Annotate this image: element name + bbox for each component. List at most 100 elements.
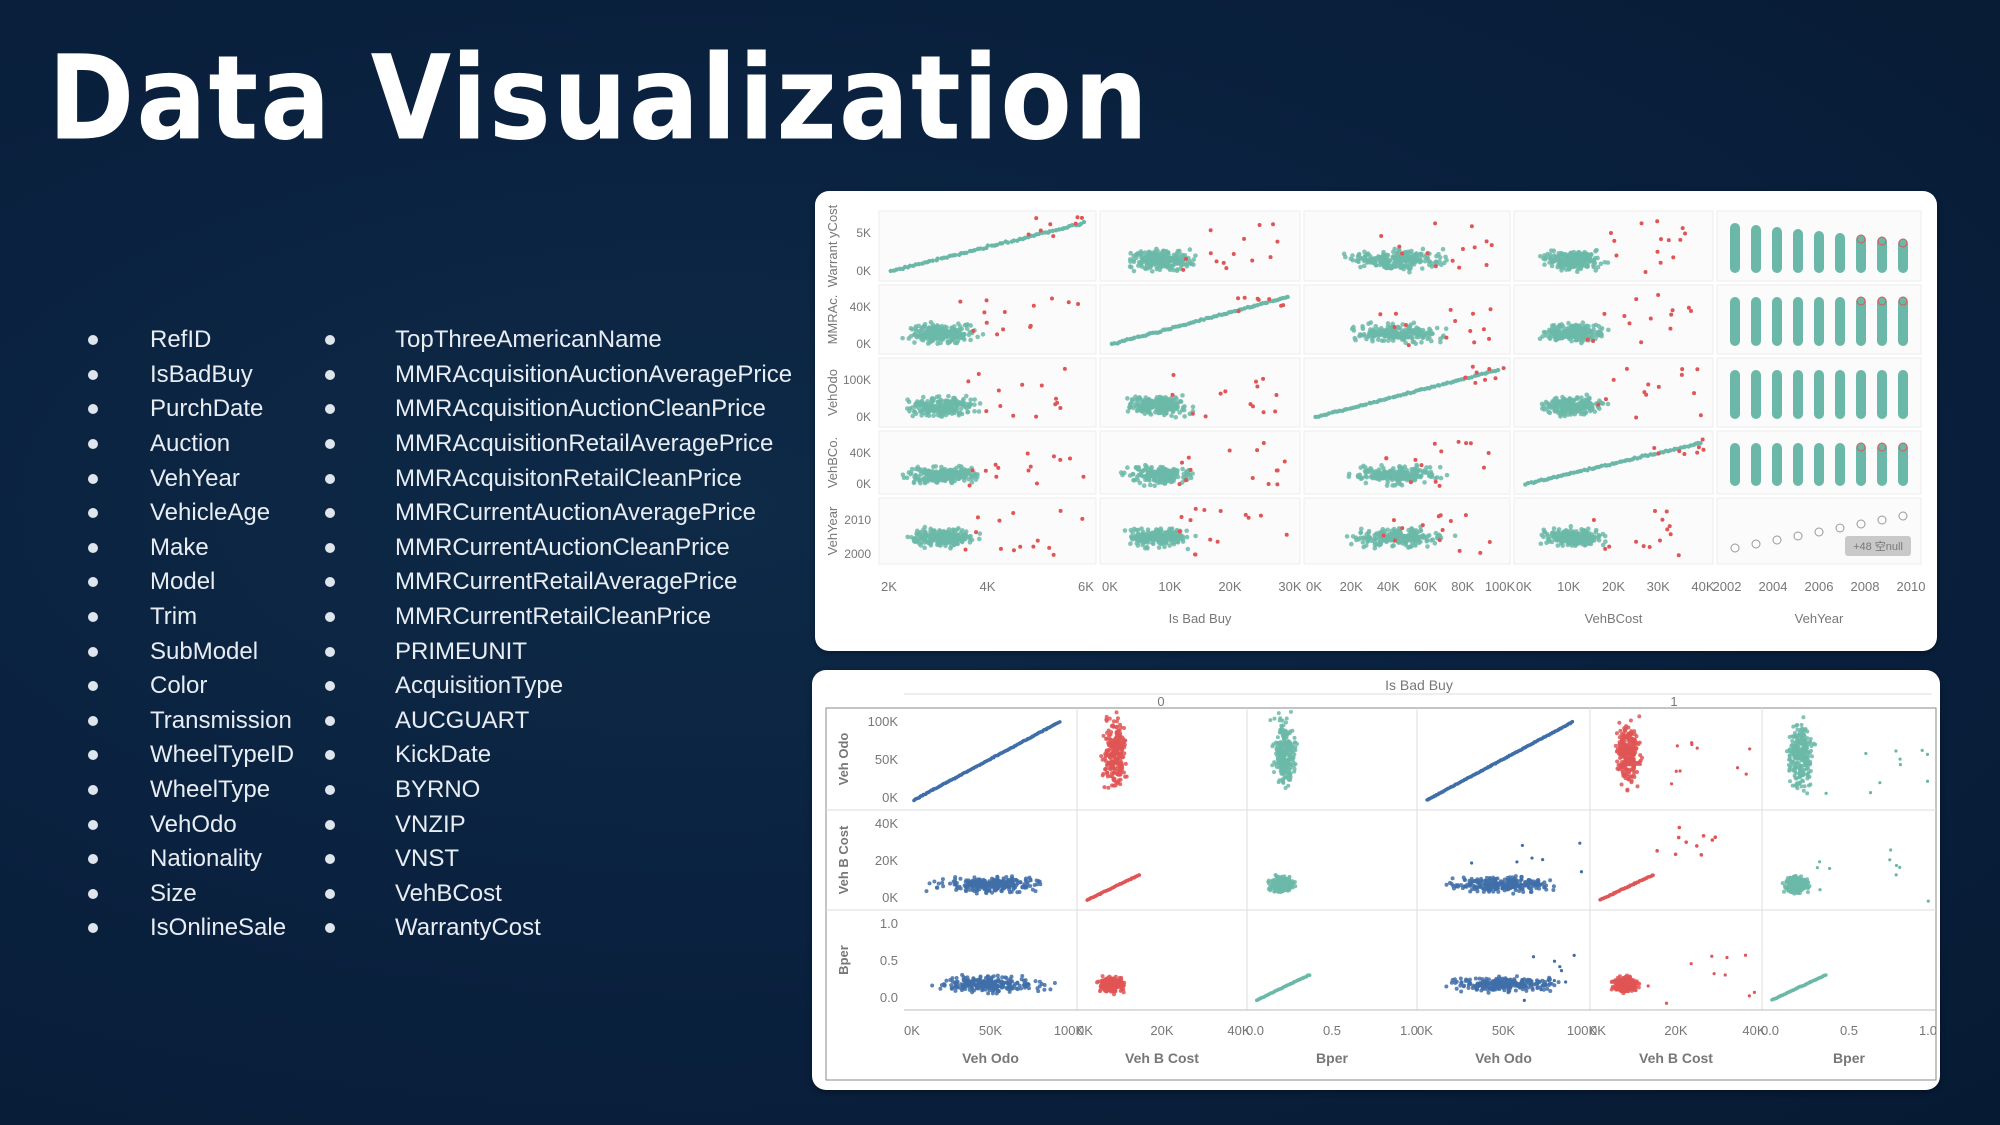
scatter-point: [1578, 329, 1584, 335]
scatter-point: [912, 474, 917, 480]
scatter-point: [935, 323, 940, 328]
scatter-point: [966, 467, 971, 473]
scatter-point: [1146, 249, 1152, 255]
outlier-point: [1470, 364, 1475, 369]
outlier-point: [983, 468, 988, 473]
matrix-cell: [1303, 210, 1511, 282]
outlier-point: [1603, 546, 1608, 551]
scatter-point: [911, 479, 917, 484]
outlier-point: [1683, 231, 1688, 236]
scatter-point: [917, 477, 923, 482]
scatter-matrix-by-badbuy-panel: Is Bad Buy 0 1 Veh Odo 100K 50K 0K Veh B Cost 40…: [812, 670, 1940, 1090]
y-tick-label: 0K: [856, 477, 871, 491]
outlier-point: [1403, 322, 1408, 327]
outlier-point: [1689, 309, 1694, 314]
outlier-point: [1242, 295, 1247, 300]
column-name: Transmission: [150, 706, 292, 734]
bullet-icon: [325, 854, 335, 865]
outlier-point: [1038, 228, 1043, 233]
outlier-point: [1393, 311, 1398, 316]
outlier-point: [1486, 451, 1491, 456]
scatter-point: [1290, 728, 1295, 733]
outlier-point: [1031, 303, 1036, 308]
outlier-point: [1425, 251, 1430, 256]
scatter-point: [1580, 320, 1586, 325]
x-tick-label: 0K: [1306, 579, 1322, 594]
x-axis-label: Veh Odo: [1475, 1050, 1532, 1066]
row-label: VehBCo.: [825, 437, 840, 488]
bullet-icon: [325, 646, 335, 657]
scatter-point: [967, 536, 973, 542]
outlier-point: [1393, 538, 1398, 543]
scatter-point: [1107, 747, 1112, 752]
outlier-point: [1177, 529, 1182, 534]
diagonal-point: [927, 258, 932, 264]
scatter-point: [1270, 763, 1275, 768]
outlier-point: [1627, 321, 1632, 326]
column-name: VNST: [395, 845, 460, 873]
diagonal-point: [888, 268, 893, 274]
x-axis-label: Veh Odo: [962, 1050, 1019, 1066]
outlier-point: [1253, 379, 1258, 384]
scatter-point: [1383, 471, 1388, 476]
scatter-point: [1191, 257, 1197, 262]
scatter-point: [1584, 323, 1589, 329]
scatter-point: [1287, 767, 1292, 772]
scatter-point: [1287, 748, 1292, 753]
outlier-point: [1058, 406, 1063, 411]
bullet-icon: [88, 542, 98, 553]
scatter-point: [921, 535, 927, 541]
scatter-point: [1541, 534, 1546, 540]
bullet-icon: [325, 508, 335, 519]
scatter-point: [975, 334, 980, 340]
column-list-item: IsBadBuy: [88, 358, 294, 393]
scatter-point: [1274, 764, 1279, 769]
scatter-point: [1150, 540, 1155, 546]
scatter-point: [1551, 526, 1557, 531]
bullet-icon: [325, 715, 335, 726]
diagonal-point: [1285, 294, 1290, 300]
column-list-item: VehicleAge: [88, 496, 294, 531]
outlier-point: [1081, 474, 1086, 479]
scatter-point: [1169, 529, 1175, 535]
scatter-point: [1418, 257, 1423, 262]
year-bar: [1898, 370, 1908, 419]
scatter-point: [1147, 482, 1153, 488]
scatter-point: [1125, 396, 1130, 401]
scatter-point: [1414, 534, 1420, 540]
scatter-point: [1114, 760, 1119, 765]
scatter-point: [939, 537, 945, 543]
null-badge-label: +48 空null: [1853, 539, 1903, 553]
x-tick-label: 20K: [1664, 1023, 1687, 1038]
matrix-cell: [1099, 357, 1301, 428]
scatter-point: [1542, 256, 1548, 262]
scatter-point: [1578, 266, 1584, 272]
column-list-item: Trim: [88, 600, 294, 635]
outlier-point: [974, 530, 979, 535]
scatter-point: [912, 340, 917, 345]
scatter-point: [1351, 328, 1357, 333]
scatter-point: [1549, 539, 1555, 545]
outlier-point: [1614, 253, 1619, 258]
scatter-point: [1545, 401, 1550, 406]
scatter-point: [905, 534, 910, 540]
outlier-point: [1250, 258, 1255, 263]
facet-header: Is Bad Buy: [1385, 677, 1453, 693]
scatter-point: [1135, 543, 1141, 548]
scatter-point: [1371, 470, 1376, 475]
scatter-point: [977, 401, 983, 406]
scatter-point: [1559, 540, 1564, 546]
scatter-point: [1537, 336, 1543, 342]
scatter-point: [929, 473, 935, 478]
scatter-point: [1568, 324, 1574, 329]
scatter-point: [905, 397, 910, 403]
scatter-point: [1363, 480, 1369, 486]
outlier-point: [1643, 269, 1648, 274]
scatter-point: [914, 528, 920, 534]
scatter-point: [919, 413, 924, 418]
scatter-point: [1596, 534, 1602, 539]
outlier-point: [1208, 228, 1213, 233]
outlier-point: [1055, 400, 1060, 405]
scatter-point: [1414, 334, 1419, 340]
scatter-point: [961, 470, 967, 475]
